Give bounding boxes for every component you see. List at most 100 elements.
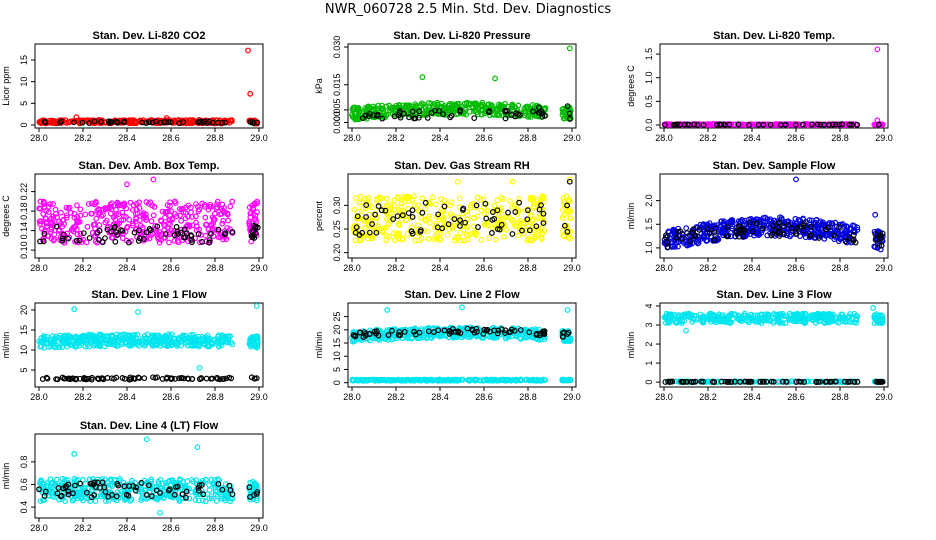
data-point — [425, 100, 432, 106]
x-tick-label: 28.6 — [475, 133, 493, 143]
data-point — [800, 121, 806, 128]
data-point — [91, 201, 98, 208]
data-point — [530, 108, 537, 115]
data-point — [120, 216, 127, 223]
data-point — [491, 202, 498, 209]
data-point — [520, 224, 527, 231]
data-point — [711, 229, 718, 236]
data-point — [102, 235, 108, 242]
data-point — [194, 203, 201, 210]
data-point — [675, 228, 682, 235]
data-point — [437, 237, 443, 244]
y-tick-label: 0.0 — [644, 119, 654, 132]
data-point — [695, 240, 702, 246]
data-point — [509, 204, 516, 210]
data-point — [70, 119, 77, 126]
data-point — [433, 222, 440, 229]
data-point — [57, 119, 63, 126]
data-point — [199, 200, 206, 207]
y-tick-label: 0.000 — [332, 111, 342, 134]
data-point — [125, 239, 132, 246]
data-point — [683, 327, 689, 334]
x-tick-label: 29.0 — [250, 263, 268, 273]
data-point — [136, 199, 142, 206]
panel-title: Stan. Dev. Line 4 (LT) Flow — [80, 420, 219, 432]
data-point — [498, 103, 504, 110]
data-point — [96, 236, 102, 243]
data-point — [769, 231, 776, 237]
data-point — [227, 203, 234, 210]
series-selected — [39, 374, 260, 383]
data-point — [522, 108, 529, 115]
data-point — [691, 121, 698, 128]
data-point — [435, 211, 442, 218]
data-point — [406, 114, 412, 121]
y-tick-label: 0.20 — [332, 244, 342, 262]
panel-title: Stan. Dev. Amb. Box Temp. — [79, 160, 220, 172]
data-point — [683, 225, 690, 232]
data-point — [444, 232, 451, 239]
x-tick-label: 29.0 — [563, 133, 581, 143]
data-point — [530, 205, 537, 212]
data-point — [352, 229, 359, 236]
data-point — [80, 230, 87, 236]
data-point — [457, 237, 464, 244]
data-point — [80, 236, 87, 243]
data-point — [167, 199, 173, 206]
data-point — [188, 209, 194, 216]
data-point — [530, 223, 537, 230]
x-tick-label: 28.6 — [475, 392, 493, 402]
data-point — [561, 198, 568, 205]
data-point — [66, 204, 73, 211]
data-point — [167, 203, 173, 209]
data-point — [877, 234, 884, 241]
data-point — [400, 102, 406, 109]
x-tick-label: 28.2 — [74, 523, 92, 533]
data-point — [113, 206, 119, 213]
data-point — [878, 242, 885, 249]
data-point — [566, 116, 573, 122]
data-point — [77, 212, 84, 219]
data-point — [696, 226, 703, 233]
x-tick-label: 28.8 — [519, 263, 537, 273]
data-point — [162, 214, 168, 221]
data-point — [403, 217, 409, 224]
data-point — [567, 228, 574, 235]
data-point — [782, 121, 789, 128]
x-tick-label: 28.2 — [699, 133, 717, 143]
data-point — [454, 178, 461, 185]
data-point — [530, 196, 537, 202]
data-point — [63, 204, 70, 211]
data-point — [40, 238, 47, 245]
data-point — [116, 220, 123, 227]
data-point — [760, 121, 767, 128]
data-point — [135, 309, 141, 315]
data-point — [689, 229, 696, 236]
data-point — [535, 215, 541, 221]
data-point — [139, 224, 146, 231]
data-point — [541, 105, 548, 112]
data-point — [395, 230, 402, 237]
panel-title: Stan. Dev. Line 2 Flow — [404, 289, 520, 301]
data-point — [41, 230, 48, 237]
data-point — [48, 235, 55, 242]
data-point — [66, 234, 73, 241]
data-point — [358, 199, 365, 206]
data-point — [429, 194, 436, 201]
series-selected — [662, 121, 882, 128]
data-point — [720, 121, 727, 128]
y-tick-label: 2 — [644, 342, 654, 347]
data-point — [494, 197, 501, 204]
data-point — [742, 121, 749, 128]
y-axis-label: ml/min — [1, 332, 11, 359]
data-point — [539, 230, 546, 237]
data-point — [40, 198, 47, 205]
data-point — [502, 108, 509, 115]
data-point — [663, 232, 669, 239]
data-point — [448, 112, 455, 119]
x-tick-label: 28.4 — [743, 392, 761, 402]
x-tick-label: 28.2 — [387, 133, 405, 143]
data-point — [140, 212, 147, 219]
